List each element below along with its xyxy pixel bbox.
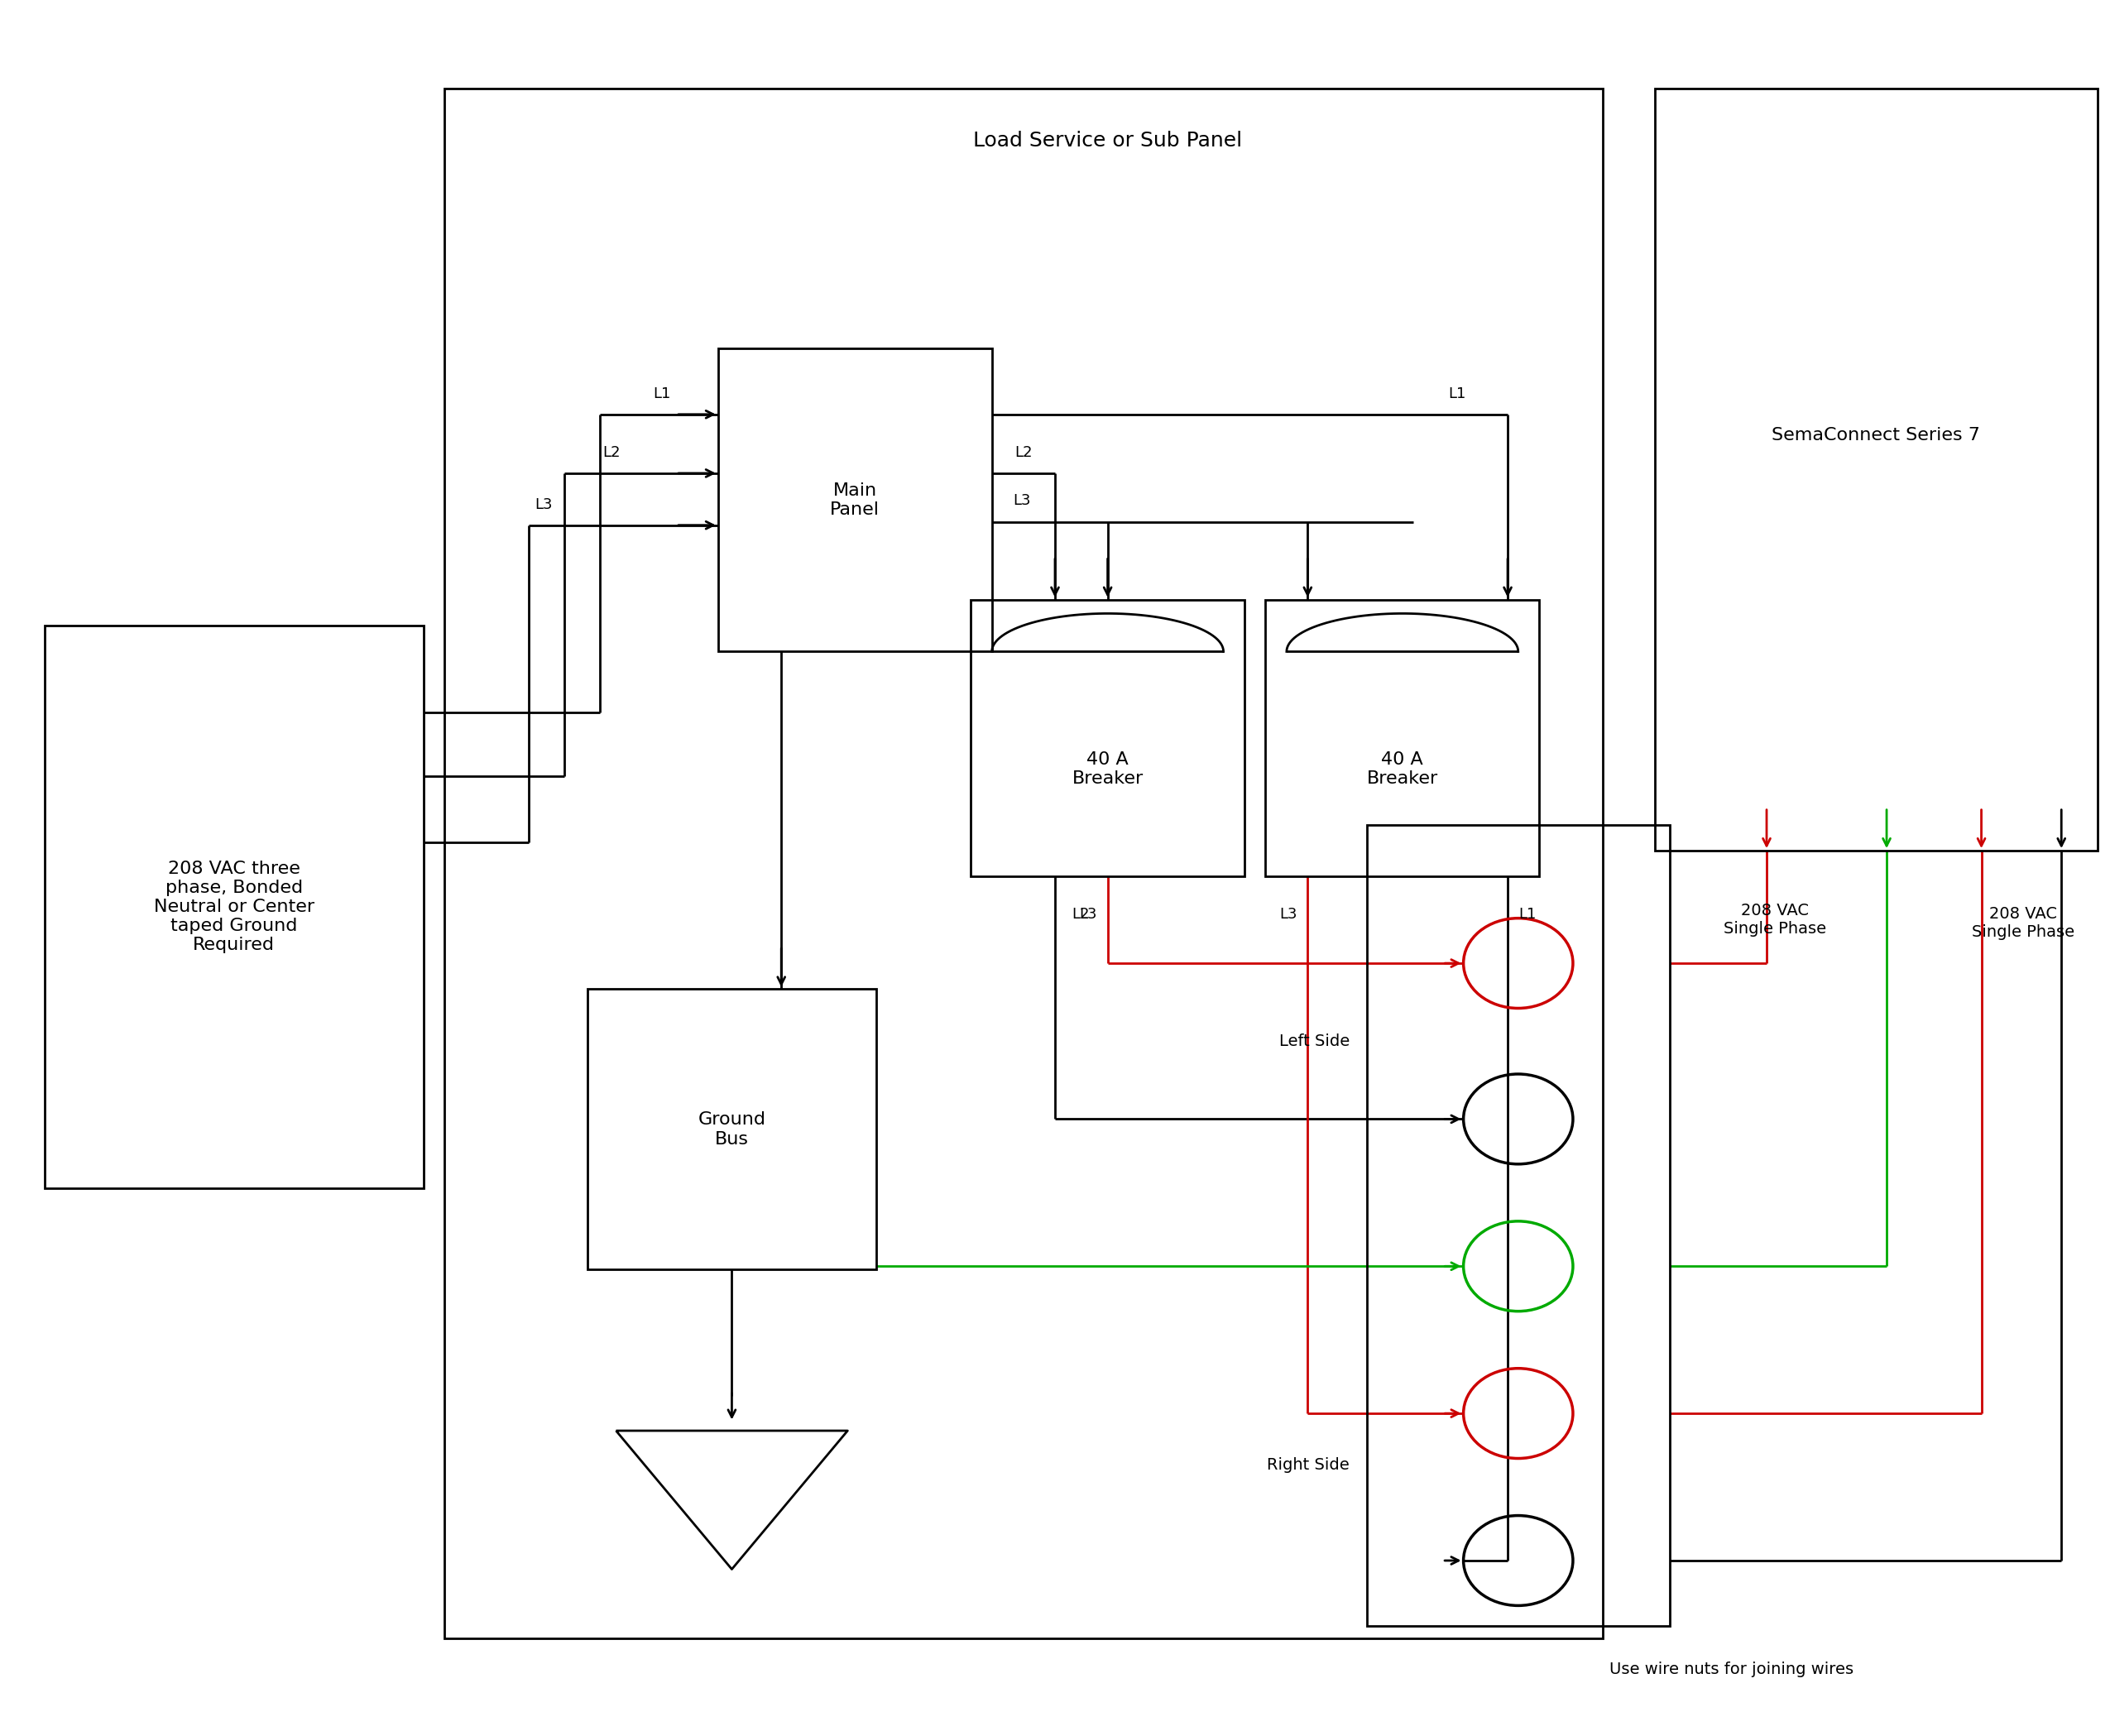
- Bar: [1266, 599, 1538, 877]
- Text: L1: L1: [652, 385, 671, 401]
- Text: 40 A
Breaker: 40 A Breaker: [1072, 752, 1144, 786]
- Text: Use wire nuts for joining wires: Use wire nuts for joining wires: [1610, 1661, 1855, 1677]
- Text: L1: L1: [1519, 908, 1536, 922]
- Bar: [1367, 825, 1669, 1627]
- Text: L3: L3: [1279, 908, 1298, 922]
- Bar: [1654, 89, 2097, 851]
- Bar: [587, 990, 876, 1269]
- Text: L2: L2: [1072, 908, 1089, 922]
- Text: L2: L2: [1015, 444, 1032, 460]
- Text: Right Side: Right Side: [1268, 1458, 1350, 1474]
- Text: SemaConnect Series 7: SemaConnect Series 7: [1772, 427, 1981, 443]
- Text: 208 VAC
Single Phase: 208 VAC Single Phase: [1973, 906, 2074, 941]
- Bar: [971, 599, 1245, 877]
- Text: L3: L3: [536, 496, 553, 512]
- Text: 40 A
Breaker: 40 A Breaker: [1367, 752, 1439, 786]
- Text: Left Side: Left Side: [1279, 1033, 1350, 1049]
- Bar: [717, 349, 992, 651]
- Text: 208 VAC
Single Phase: 208 VAC Single Phase: [1724, 903, 1827, 937]
- Text: 208 VAC three
phase, Bonded
Neutral or Center
taped Ground
Required: 208 VAC three phase, Bonded Neutral or C…: [154, 861, 314, 953]
- Text: L3: L3: [1013, 493, 1030, 509]
- Text: Ground
Bus: Ground Bus: [698, 1111, 766, 1147]
- Text: L1: L1: [1447, 385, 1466, 401]
- Text: Load Service or Sub Panel: Load Service or Sub Panel: [973, 130, 1243, 151]
- Text: Main
Panel: Main Panel: [829, 483, 880, 517]
- Bar: [445, 89, 1601, 1639]
- Text: L2: L2: [601, 444, 620, 460]
- Text: L3: L3: [1080, 908, 1097, 922]
- Bar: [44, 625, 424, 1189]
